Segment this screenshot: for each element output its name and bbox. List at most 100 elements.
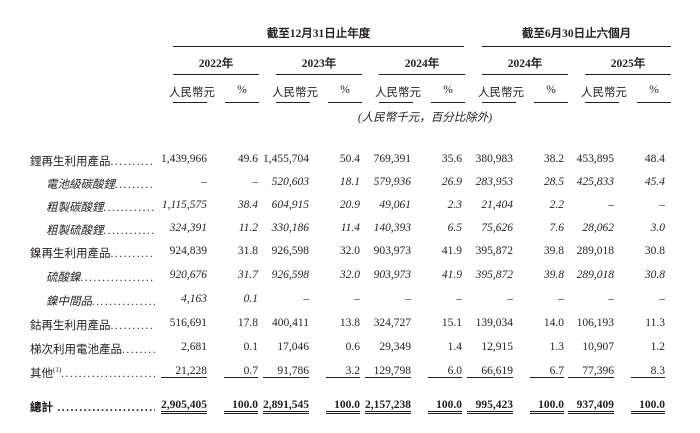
row-label: 鋰再生利用產品................................. [30, 156, 155, 168]
percent-cell: 48.4 [644, 153, 665, 165]
amount-cell: 926,598 [271, 269, 309, 281]
divider [276, 102, 310, 103]
footnote-marker: (1) [53, 366, 62, 375]
percent-cell: 100.0 [631, 399, 665, 414]
percent-cell: 8.3 [631, 365, 665, 378]
amount-cell: 903,973 [373, 245, 411, 257]
row-label: 梯次利用電池產品................................… [30, 344, 155, 356]
divider [637, 102, 671, 103]
table-row: 鈷再生利用產品.................................… [0, 317, 700, 335]
table-row: 鋰再生利用產品.................................… [0, 153, 700, 171]
amount-cell: 395,872 [475, 269, 513, 281]
amount-cell: – [507, 293, 513, 305]
row-label-text: 電池級碳酸鋰 [46, 179, 115, 191]
amount-cell: 330,186 [271, 222, 309, 234]
row-label-text: 其他 [30, 368, 53, 380]
currency-header: 人民幣元 [272, 87, 318, 99]
amount-cell: 453,895 [576, 153, 614, 165]
percent-cell: 6.7 [530, 365, 564, 378]
row-label: 粗製硫酸鋰................................. [46, 225, 155, 237]
row-label: 鎳中間品................................. [46, 296, 155, 308]
table-row: 其他(1)................................. 21… [0, 365, 700, 383]
amount-cell: 283,953 [475, 176, 513, 188]
percent-cell: – [558, 293, 564, 305]
amount-cell: 289,018 [576, 269, 614, 281]
row-label: 硫酸鎳................................. [46, 272, 155, 284]
amount-cell: 140,393 [373, 222, 411, 234]
amount-cell: 324,727 [373, 317, 411, 329]
row-label: 總計 ................................. [30, 402, 155, 414]
percent-cell: – [252, 176, 258, 188]
amount-cell: 1,439,966 [161, 153, 207, 165]
divider [328, 102, 362, 103]
percent-cell: 0.7 [224, 365, 258, 378]
row-label-text: 硫酸鎳 [46, 272, 81, 284]
percent-cell: 2.3 [447, 199, 462, 211]
amount-cell: 139,034 [475, 317, 513, 329]
divider [482, 102, 516, 103]
divider [534, 102, 568, 103]
table-row: 硫酸鎳................................. 920,… [0, 269, 700, 287]
percent-cell: 1.4 [447, 341, 462, 353]
percent-cell: – [354, 293, 360, 305]
row-label-text: 鈷再生利用產品 [30, 320, 111, 332]
percent-header: % [443, 84, 453, 96]
table-row: 梯次利用電池產品................................… [0, 341, 700, 359]
amount-cell: 4,163 [181, 293, 207, 305]
amount-cell: 77,396 [568, 365, 614, 378]
amount-cell: 17,046 [277, 341, 309, 353]
amount-cell: 926,598 [271, 245, 309, 257]
percent-cell: 41.9 [441, 245, 462, 257]
amount-cell: 520,603 [271, 176, 309, 188]
percent-cell: 100.0 [530, 399, 564, 414]
amount-cell: 1,455,704 [263, 153, 309, 165]
amount-cell: 1,115,575 [161, 199, 207, 211]
percent-cell: 50.4 [339, 153, 360, 165]
amount-cell: 516,691 [169, 317, 207, 329]
amount-cell: 29,349 [379, 341, 411, 353]
amount-cell: 425,833 [576, 176, 614, 188]
amount-cell: 289,018 [576, 245, 614, 257]
amount-cell: 129,798 [365, 365, 411, 378]
amount-cell: 2,891,545 [263, 399, 309, 414]
percent-cell: 1.2 [650, 341, 665, 353]
percent-cell: 26.9 [441, 176, 462, 188]
percent-cell: 31.8 [237, 245, 258, 257]
header-interim-period: 截至6月30日止六個月 [521, 28, 632, 40]
amount-cell: 920,676 [169, 269, 207, 281]
divider [173, 102, 207, 103]
amount-cell: 2,905,405 [161, 399, 207, 414]
percent-cell: – [456, 293, 462, 305]
percent-header: % [649, 84, 659, 96]
amount-cell: 604,915 [271, 199, 309, 211]
percent-cell: 11.4 [340, 222, 360, 234]
amount-cell: 75,626 [481, 222, 513, 234]
percent-cell: 28.5 [543, 176, 564, 188]
amount-cell: 10,907 [582, 341, 614, 353]
amount-cell: 12,915 [481, 341, 513, 353]
percent-cell: 14.0 [543, 317, 564, 329]
row-label: 鎳再生利用產品................................. [30, 248, 155, 260]
amount-cell: 2,157,238 [365, 399, 411, 414]
amount-cell: 2,681 [181, 341, 207, 353]
row-label-text: 總計 [30, 402, 53, 414]
percent-cell: 17.8 [237, 317, 258, 329]
divider [379, 74, 465, 75]
row-label: 粗製碳酸鋰................................. [46, 202, 155, 214]
row-label-text: 粗製硫酸鋰 [46, 225, 104, 237]
percent-cell: 6.5 [447, 222, 462, 234]
percent-header: % [546, 84, 556, 96]
percent-cell: 15.1 [441, 317, 462, 329]
amount-cell: 579,936 [373, 176, 411, 188]
amount-cell: 380,983 [475, 153, 513, 165]
amount-cell: 106,193 [576, 317, 614, 329]
amount-cell: 49,061 [379, 199, 411, 211]
table-row: 鎳再生利用產品.................................… [0, 245, 700, 263]
percent-cell: 13.8 [339, 317, 360, 329]
currency-header: 人民幣元 [169, 87, 215, 99]
percent-cell: 32.0 [339, 245, 360, 257]
amount-cell: – [405, 293, 411, 305]
percent-cell: 11.3 [645, 317, 665, 329]
currency-header: 人民幣元 [375, 87, 421, 99]
percent-cell: 6.0 [428, 365, 462, 378]
